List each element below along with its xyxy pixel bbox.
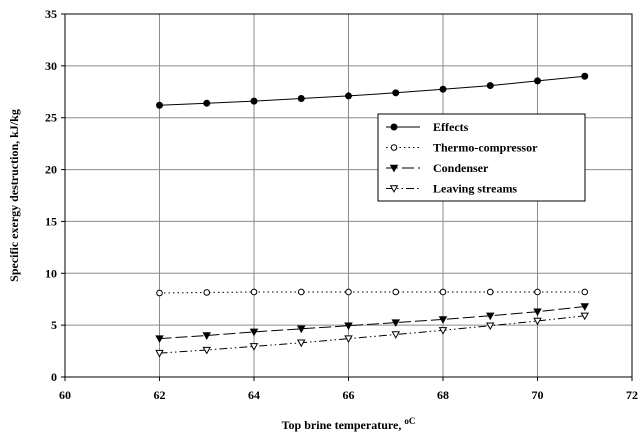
data-point <box>156 289 163 297</box>
data-point <box>344 322 353 331</box>
data-point <box>486 82 494 90</box>
data-point <box>250 288 258 296</box>
data-point <box>202 332 211 340</box>
y-tick-label: 25 <box>45 111 57 125</box>
data-point <box>391 319 400 327</box>
data-point <box>297 325 306 334</box>
legend-box <box>377 113 586 202</box>
ticks-layer: 0 5 10 15 20 25 30 35 60 62 64 66 68 70 72 <box>45 7 638 402</box>
data-point <box>345 288 352 296</box>
y-tick-label: 5 <box>51 318 57 332</box>
series-line <box>159 306 585 340</box>
data-point <box>297 95 305 103</box>
legend-label: Condenser <box>433 161 489 175</box>
data-point <box>297 288 305 296</box>
data-point <box>534 77 541 85</box>
x-tick-label: 64 <box>248 388 260 402</box>
legend: Effects Thermo-compressor Condenser Leaving… <box>377 113 586 202</box>
data-point <box>391 331 400 339</box>
x-tick-label: 60 <box>59 388 71 402</box>
y-tick-label: 0 <box>51 370 57 384</box>
data-point <box>533 308 542 317</box>
legend-entry: Effects <box>386 120 469 134</box>
y-axis-title: Specific exergy destruction, kJ/kg <box>7 109 21 282</box>
series-condenser <box>155 303 589 344</box>
data-point <box>486 288 494 296</box>
data-point <box>202 346 211 355</box>
legend-entry: Condenser <box>386 161 489 175</box>
legend-marker <box>390 144 398 151</box>
x-axis-title: Top brine temperature, oC <box>282 416 416 432</box>
data-point <box>297 339 306 348</box>
legend-entry: Leaving streams <box>386 182 517 196</box>
data-point <box>392 288 400 296</box>
x-tick-label: 66 <box>343 388 355 402</box>
data-point <box>438 316 448 324</box>
data-point <box>155 335 164 344</box>
legend-label: Effects <box>433 120 469 134</box>
x-tick-label: 70 <box>532 388 544 402</box>
x-tick-label: 72 <box>626 388 638 402</box>
y-tick-label: 35 <box>45 7 57 21</box>
series-line <box>159 291 585 294</box>
y-tick-label: 30 <box>45 59 57 73</box>
data-point <box>249 343 259 351</box>
data-point <box>203 99 211 107</box>
data-point <box>392 89 400 97</box>
data-point <box>439 288 447 296</box>
x-tick-label: 62 <box>154 388 166 402</box>
legend-label: Thermo-compressor <box>433 141 538 155</box>
data-point <box>581 288 589 296</box>
data-point <box>344 335 353 344</box>
legend-entry: Thermo-compressor <box>386 141 538 155</box>
data-point <box>203 289 211 296</box>
data-point <box>581 72 589 80</box>
data-point <box>580 303 589 311</box>
series-line <box>159 75 585 106</box>
series-thermo-compressor <box>156 288 589 297</box>
x-tick-label: 68 <box>437 388 449 402</box>
data-point <box>156 101 163 109</box>
data-point <box>486 322 495 331</box>
legend-marker <box>390 123 398 131</box>
data-point <box>155 349 164 358</box>
y-tick-label: 10 <box>45 266 57 280</box>
data-point <box>249 328 259 337</box>
y-tick-label: 20 <box>45 163 57 177</box>
data-point <box>534 288 541 296</box>
series-leaving-streams <box>155 312 589 358</box>
legend-marker <box>389 164 399 173</box>
series-effects <box>156 72 589 109</box>
data-point <box>486 312 495 321</box>
series-layer <box>155 72 589 358</box>
data-point <box>250 97 258 105</box>
series-line <box>159 315 585 354</box>
legend-label: Leaving streams <box>433 182 517 196</box>
data-point <box>533 317 542 326</box>
y-tick-label: 15 <box>45 214 57 228</box>
data-point <box>438 327 448 335</box>
legend-marker <box>389 185 399 193</box>
data-point <box>580 312 589 321</box>
data-point <box>345 92 352 100</box>
data-point <box>439 85 447 93</box>
